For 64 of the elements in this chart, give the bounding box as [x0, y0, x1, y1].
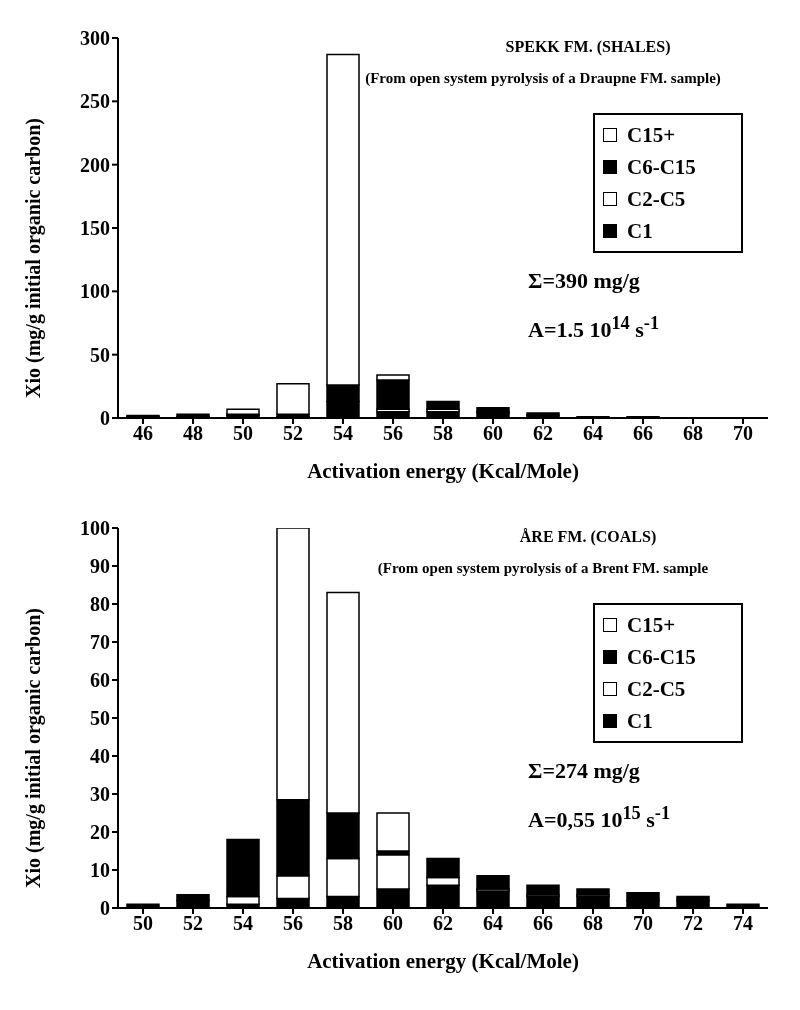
x-tick-label: 58	[433, 422, 453, 445]
y-tick-label: 50	[90, 343, 110, 366]
x-tick-label: 68	[583, 912, 603, 935]
x-tick-label: 46	[133, 422, 153, 445]
x-tick-label: 72	[683, 912, 703, 935]
x-tick-label: 58	[333, 912, 353, 935]
y-tick-label: 40	[90, 745, 110, 768]
x-tick-label: 68	[683, 422, 703, 445]
y-tick-label: 70	[90, 631, 110, 654]
legend-label: C1	[626, 708, 654, 735]
x-tick-label: 74	[733, 912, 753, 935]
annotation: Σ=390 mg/g	[528, 268, 640, 294]
x-tick-label: 70	[733, 422, 753, 445]
x-tick-label: 60	[483, 422, 503, 445]
legend-label: C1	[626, 218, 654, 245]
x-tick-label: 50	[233, 422, 253, 445]
x-tick-label: 64	[483, 912, 503, 935]
y-axis-title: Xio (mg/g initial organic carbon)	[22, 608, 46, 888]
x-axis-title: Activation energy (Kcal/Mole)	[307, 949, 579, 973]
x-tick-label: 56	[383, 422, 403, 445]
x-tick-label: 56	[283, 912, 303, 935]
y-tick-label: 0	[100, 407, 110, 430]
y-tick-label: 90	[90, 555, 110, 578]
chart-title: ÅRE FM. (COALS)	[518, 528, 658, 546]
y-tick-label: 100	[80, 517, 110, 540]
text: (From open system pyrolysis of a Draupne FM. sample)	[364, 70, 722, 87]
y-tick-label: 10	[90, 859, 110, 882]
legend-label: C6-C15	[626, 154, 697, 181]
x-tick-label: 60	[383, 912, 403, 935]
y-tick-label: 50	[90, 707, 110, 730]
legend-label: C2-C5	[626, 676, 687, 703]
y-tick-label: 60	[90, 669, 110, 692]
x-tick-label: 54	[333, 422, 353, 445]
x-tick-label: 64	[583, 422, 603, 445]
x-tick-label: 54	[233, 912, 253, 935]
x-tick-label: 52	[183, 912, 203, 935]
x-tick-label: 52	[283, 422, 303, 445]
y-tick-label: 30	[90, 783, 110, 806]
y-tick-label: 100	[80, 280, 110, 303]
y-tick-label: 0	[100, 897, 110, 920]
y-tick-label: 250	[80, 90, 110, 113]
legend-label: C6-C15	[626, 644, 697, 671]
x-tick-label: 62	[533, 422, 553, 445]
legend-label: C2-C5	[626, 186, 687, 213]
x-tick-label: 48	[183, 422, 203, 445]
annotation: A=1.5 10$^{14}$ s$^{-1}$	[528, 313, 660, 344]
y-tick-label: 20	[90, 821, 110, 844]
y-tick-label: 200	[80, 153, 110, 176]
text: (From open system pyrolysis of a Brent FM. sample	[376, 560, 710, 577]
x-tick-label: 66	[533, 912, 553, 935]
y-tick-label: 300	[80, 27, 110, 50]
x-tick-label: 62	[433, 912, 453, 935]
annotation: Σ=274 mg/g	[528, 758, 640, 784]
x-tick-label: 50	[133, 912, 153, 935]
y-tick-label: 150	[80, 217, 110, 240]
legend-label: C15+	[626, 612, 677, 639]
x-tick-label: 66	[633, 422, 653, 445]
x-tick-label: 70	[633, 912, 653, 935]
y-axis-title: Xio (mg/g initial organic carbon)	[22, 118, 46, 398]
x-axis-title: Activation energy (Kcal/Mole)	[307, 459, 579, 483]
annotation: A=0,55 10$^{15}$ s$^{-1}$	[528, 803, 671, 834]
y-tick-label: 80	[90, 593, 110, 616]
legend-label: C15+	[626, 122, 677, 149]
chart-title: SPEKK FM. (SHALES)	[504, 38, 672, 56]
